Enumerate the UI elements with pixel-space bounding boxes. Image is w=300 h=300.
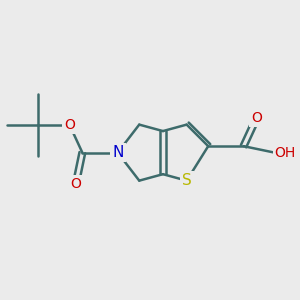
Text: O: O: [64, 118, 75, 132]
Text: S: S: [182, 173, 191, 188]
Text: OH: OH: [274, 146, 296, 160]
Text: O: O: [70, 177, 81, 191]
Text: N: N: [112, 145, 123, 160]
Text: O: O: [251, 111, 262, 125]
